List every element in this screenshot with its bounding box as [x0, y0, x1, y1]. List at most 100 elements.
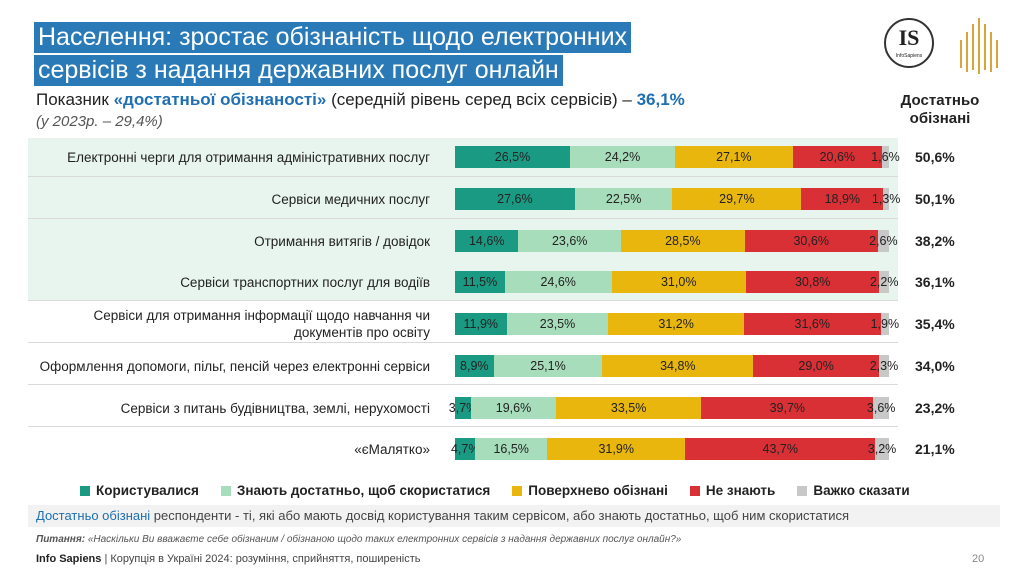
bar-row: 8,9% 25,1% 34,8% 29,0% 2,3%	[455, 355, 898, 377]
subtitle-mid: (середній рівень серед всіх сервісів) –	[326, 90, 637, 109]
data-label: 29,7%	[719, 192, 755, 206]
bar-segment: 1,9%	[871, 313, 899, 335]
bar-segment: 11,5%	[455, 271, 505, 293]
title-line-1: Населення: зростає обізнаність щодо елек…	[34, 22, 632, 53]
data-label: 31,6%	[794, 317, 830, 331]
category-label: Сервіси з питань будівництва, землі, нер…	[120, 400, 430, 416]
data-label: 34,8%	[660, 359, 696, 373]
data-label: 16,5%	[493, 442, 529, 456]
bar-segment: 28,5%	[620, 230, 745, 252]
footer-text: | Корупція в Україні 2024: розуміння, сп…	[101, 553, 421, 565]
data-label: 27,1%	[716, 150, 752, 164]
row-divider	[28, 300, 898, 301]
legend-label: Не знають	[705, 483, 776, 498]
data-label: 2,6%	[869, 234, 898, 248]
bar-segment: 27,6%	[455, 188, 575, 210]
legend-item: Користувалися	[80, 483, 199, 498]
bar-segment: 19,6%	[471, 397, 556, 419]
bar-row: 14,6% 23,6% 28,5% 30,6% 2,6%	[455, 230, 898, 252]
bar-segment: 33,5%	[556, 397, 702, 419]
bar-segment: 18,9%	[801, 188, 884, 210]
logo-sub: InfoSapiens	[895, 53, 923, 59]
data-label: 24,2%	[604, 150, 641, 164]
bar-segment: 1,6%	[871, 146, 900, 168]
subtitle-highlight: «достатньої обізнаності»	[113, 90, 327, 109]
row-divider	[28, 342, 898, 343]
row-total: 23,2%	[915, 400, 955, 416]
bar-segment: 11,9%	[455, 313, 507, 335]
legend-label: Поверхнево обізнані	[528, 483, 668, 498]
bar-row: 4,7% 16,5% 31,9% 43,7% 3,2%	[451, 438, 896, 460]
logo-text: IS	[898, 25, 920, 50]
category-label: Сервіси для отримання інформації щодо на…	[93, 308, 430, 340]
legend-swatch	[220, 485, 231, 496]
subtitle-prefix: Показник	[36, 90, 114, 109]
data-label: 8,9%	[460, 359, 489, 373]
data-label: 20,6%	[819, 150, 856, 164]
definition-box: Достатньо обізнані респонденти - ті, які…	[28, 505, 1000, 527]
legend: Користувалися Знають достатньо, щоб скори…	[80, 483, 910, 498]
data-label: 23,6%	[551, 234, 588, 248]
subtitle-value: 36,1%	[636, 90, 685, 109]
bar-row: 3,7% 19,6% 33,5% 39,7% 3,6%	[449, 397, 895, 419]
question-label: Питання:	[36, 534, 86, 545]
bar-row: 11,9% 23,5% 31,2% 31,6% 1,9%	[455, 313, 899, 335]
data-label: 3,7%	[448, 401, 478, 415]
category-label: Отримання витягів / довідок	[254, 233, 430, 249]
bar-segment: 43,7%	[685, 438, 876, 460]
legend-item: Поверхнево обізнані	[512, 483, 668, 498]
data-label: 29,0%	[798, 359, 834, 373]
data-label: 31,9%	[598, 442, 634, 456]
bar-segment: 30,6%	[744, 230, 878, 252]
data-label: 43,7%	[762, 442, 798, 456]
bar-segment: 8,9%	[455, 355, 494, 377]
category-label: «єМалятко»	[354, 441, 430, 457]
bar-row: 11,5% 24,6% 31,0% 30,8% 2,2%	[455, 271, 898, 293]
bar-segment: 20,6%	[792, 146, 883, 168]
data-label: 1,6%	[871, 150, 900, 164]
category-label: Сервіси медичних послуг	[271, 191, 430, 207]
bar-segment: 3,2%	[868, 438, 896, 460]
bar-segment: 31,2%	[608, 313, 744, 335]
bar-segment: 31,9%	[547, 438, 686, 460]
row-divider	[28, 426, 898, 427]
definition-text: респонденти - ті, які або мають досвід к…	[150, 508, 850, 523]
bar-segment: 29,0%	[753, 355, 879, 377]
data-label: 30,8%	[794, 275, 831, 289]
data-label: 31,2%	[658, 317, 694, 331]
bar-segment: 29,7%	[672, 188, 802, 210]
data-label: 3,6%	[866, 401, 896, 415]
data-label: 24,6%	[540, 275, 576, 289]
bar-segment: 22,5%	[574, 188, 673, 210]
data-label: 11,9%	[463, 317, 499, 331]
data-label: 11,5%	[462, 275, 498, 289]
bar-segment: 2,2%	[870, 271, 898, 293]
legend-label: Важко сказати	[813, 483, 910, 498]
data-label: 33,5%	[610, 401, 647, 415]
page-number: 20	[972, 553, 985, 565]
footer-brand: Info Sapiens	[36, 553, 102, 565]
data-label: 2,3%	[869, 359, 899, 373]
bar-segment: 26,5%	[455, 146, 570, 168]
footer: Info Sapiens | Корупція в Україні 2024: …	[36, 553, 421, 565]
data-label: 22,5%	[605, 192, 642, 206]
bar-segment: 31,6%	[743, 313, 881, 335]
row-divider	[28, 176, 898, 177]
legend-swatch	[512, 485, 523, 496]
data-label: 30,6%	[793, 234, 829, 248]
subnote: (у 2023р. – 29,4%)	[36, 113, 163, 130]
data-label: 28,5%	[665, 234, 701, 248]
category-label: Оформлення допомоги, пільг, пенсій через…	[39, 358, 430, 374]
legend-swatch	[80, 485, 90, 496]
trident-bars-logo	[960, 18, 998, 74]
bar-segment: 2,3%	[870, 355, 898, 377]
bar-segment: 23,5%	[506, 313, 609, 335]
data-label: 19,6%	[495, 401, 532, 415]
bar-segment: 14,6%	[455, 230, 519, 252]
legend-item: Не знають	[689, 483, 776, 498]
data-label: 14,6%	[468, 234, 505, 248]
row-divider	[28, 218, 898, 219]
legend-label: Знають достатньо, щоб скористатися	[236, 483, 491, 498]
title-line-2: сервісів з надання державних послуг онла…	[34, 55, 563, 86]
row-total: 50,6%	[915, 149, 955, 165]
